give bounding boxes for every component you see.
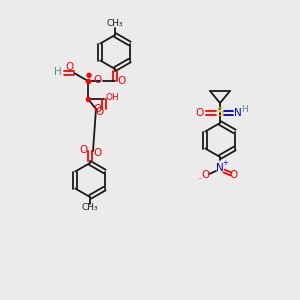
Text: N: N	[234, 108, 242, 118]
Text: O: O	[196, 108, 204, 118]
Text: +: +	[222, 160, 228, 166]
Text: H: H	[242, 106, 248, 115]
Text: CH₃: CH₃	[82, 203, 98, 212]
Text: O: O	[230, 170, 238, 180]
Text: N: N	[216, 163, 224, 173]
Text: O: O	[94, 75, 102, 85]
Text: OH: OH	[105, 94, 119, 103]
Text: ●: ●	[86, 72, 92, 78]
Text: H: H	[54, 67, 62, 77]
Text: O: O	[93, 104, 101, 114]
Text: O: O	[118, 76, 126, 86]
Text: CH₃: CH₃	[107, 20, 123, 28]
Text: O: O	[65, 62, 73, 72]
Text: S: S	[216, 106, 224, 119]
Text: O: O	[93, 148, 101, 158]
Text: O: O	[79, 145, 87, 155]
Text: O: O	[96, 107, 104, 117]
Text: ⁻: ⁻	[198, 176, 202, 184]
Text: O: O	[202, 170, 210, 180]
